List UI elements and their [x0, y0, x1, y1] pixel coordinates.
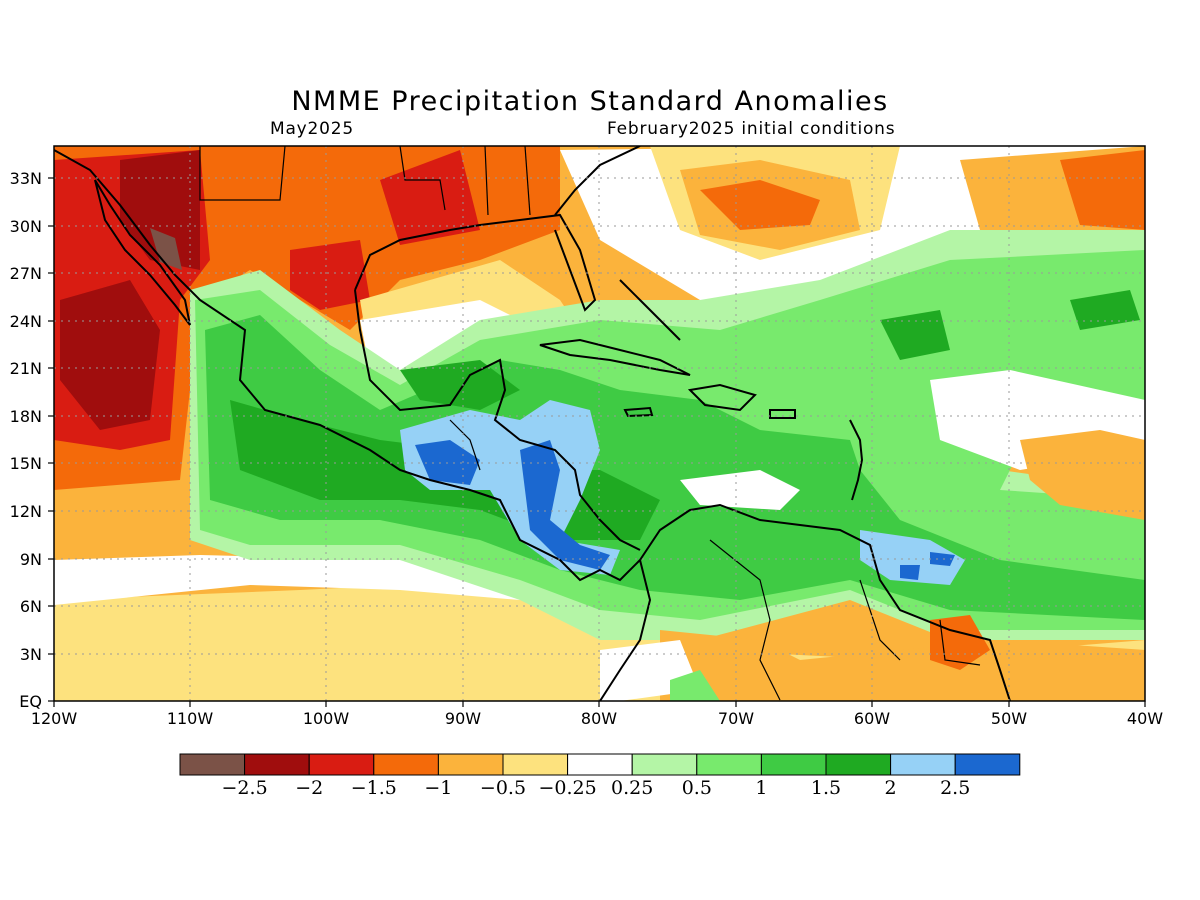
south-america-coast: [639, 503, 1011, 701]
colorbar-label: −1: [424, 777, 452, 799]
colorbar-swatch: [373, 753, 439, 776]
colorbar-swatch: [567, 753, 633, 776]
colorbar-label: 2.5: [940, 777, 970, 799]
baja-california: [94, 179, 191, 326]
gridlines: [54, 146, 1145, 701]
field-neutral-band: [54, 555, 520, 605]
field-guiana-blue: [900, 565, 920, 580]
puerto-rico: [769, 409, 796, 419]
colorbar-swatch: [437, 753, 504, 776]
colorbar-label: −0.25: [538, 777, 596, 799]
field-guiana-blue-light: [860, 530, 965, 585]
lat-tick-label: 9N: [20, 550, 42, 569]
jamaica: [623, 406, 654, 418]
field-wet-dark-atl: [880, 310, 950, 360]
colorbar-swatch: [696, 753, 762, 776]
colorbar-label: 1.5: [811, 777, 841, 799]
colorbar: −2.5 −2 −1.5 −1 −0.5 −0.25 0.25 0.5 1 1.5 2 2.5: [179, 753, 1021, 799]
lat-labels: EQ 3N 6N 9N 12N 15N 18N 21N 24N 27N 30N …: [10, 169, 42, 711]
colorbar-swatch: [631, 753, 698, 776]
field-wet-dark-2: [400, 360, 520, 410]
colorbar-swatch: [179, 753, 246, 776]
field-mexico-brown: [150, 228, 182, 270]
map-title: NMME Precipitation Standard Anomalies: [291, 86, 889, 117]
lat-tick-label: 15N: [10, 454, 42, 473]
anomaly-field: [54, 146, 1145, 701]
lon-labels: 120W 110W 100W 90W 80W 70W 60W 50W 40W: [31, 709, 1163, 728]
colorbar-label: 1: [755, 777, 767, 799]
field-wet-blue-2: [520, 440, 610, 570]
texas-coast: [354, 213, 597, 312]
lat-tick-label: 12N: [10, 502, 42, 521]
colorbar-label: −2.5: [222, 777, 268, 799]
lon-tick-label: 40W: [1127, 709, 1163, 728]
tick-marks: [48, 177, 1146, 707]
lat-tick-label: 33N: [10, 169, 42, 188]
colorbar-swatch: [308, 753, 375, 776]
lon-tick-label: 70W: [718, 709, 754, 728]
political-borders: [199, 146, 981, 701]
colorbar-label: 0.25: [611, 777, 653, 799]
colorbar-label: −1.5: [351, 777, 397, 799]
colorbar-swatch: [954, 753, 1021, 776]
lon-tick-label: 110W: [167, 709, 214, 728]
colorbar-swatch: [244, 753, 310, 776]
lat-tick-label: 3N: [20, 645, 42, 664]
lon-tick-label: 80W: [581, 709, 617, 728]
gulf-coast: [354, 289, 641, 551]
lat-tick-label: EQ: [19, 692, 42, 711]
field-atlantic-red: [700, 180, 820, 230]
coastlines: [54, 146, 1011, 701]
sa-colombia: [599, 559, 652, 701]
cuba: [539, 338, 691, 376]
lon-tick-label: 120W: [31, 709, 78, 728]
field-sa-orange: [660, 630, 1145, 701]
lat-tick-label: 24N: [10, 312, 42, 331]
colorbar-label: −0.5: [480, 777, 526, 799]
lon-tick-label: 90W: [445, 709, 481, 728]
field-sa-green: [670, 670, 720, 701]
field-mexico-darkred-north: [120, 150, 200, 270]
field-texas-red: [290, 240, 370, 310]
field-guiana-blue-2: [930, 552, 955, 566]
colorbar-swatch: [825, 753, 892, 776]
colorbar-swatch: [760, 753, 827, 776]
lat-tick-label: 21N: [10, 359, 42, 378]
field-carib-white: [680, 470, 800, 510]
colorbar-swatch: [890, 753, 956, 776]
initial-conditions-label: February2025 initial conditions: [607, 119, 896, 139]
hispaniola: [687, 383, 757, 412]
valid-month-label: May2025: [270, 119, 355, 139]
lon-tick-label: 100W: [303, 709, 350, 728]
field-mexico-darkred: [60, 280, 160, 430]
mexico-pacific-coast: [54, 149, 641, 582]
bahamas: [619, 279, 681, 341]
field-ne-red: [1060, 150, 1145, 230]
lat-tick-label: 18N: [10, 407, 42, 426]
lon-tick-label: 50W: [991, 709, 1027, 728]
colorbar-swatch: [502, 753, 569, 776]
lat-tick-label: 27N: [10, 264, 42, 283]
lat-tick-label: 30N: [10, 217, 42, 236]
lesser-antilles: [849, 419, 864, 501]
field-wet-dark-atl-2: [1070, 290, 1140, 330]
lat-tick-label: 6N: [20, 597, 42, 616]
field-atl-orange: [1020, 430, 1145, 520]
lon-tick-label: 60W: [854, 709, 890, 728]
colorbar-label: 0.5: [682, 777, 712, 799]
colorbar-label: 2: [885, 777, 897, 799]
field-gulf-red: [380, 150, 480, 245]
colorbar-label: −2: [295, 777, 323, 799]
